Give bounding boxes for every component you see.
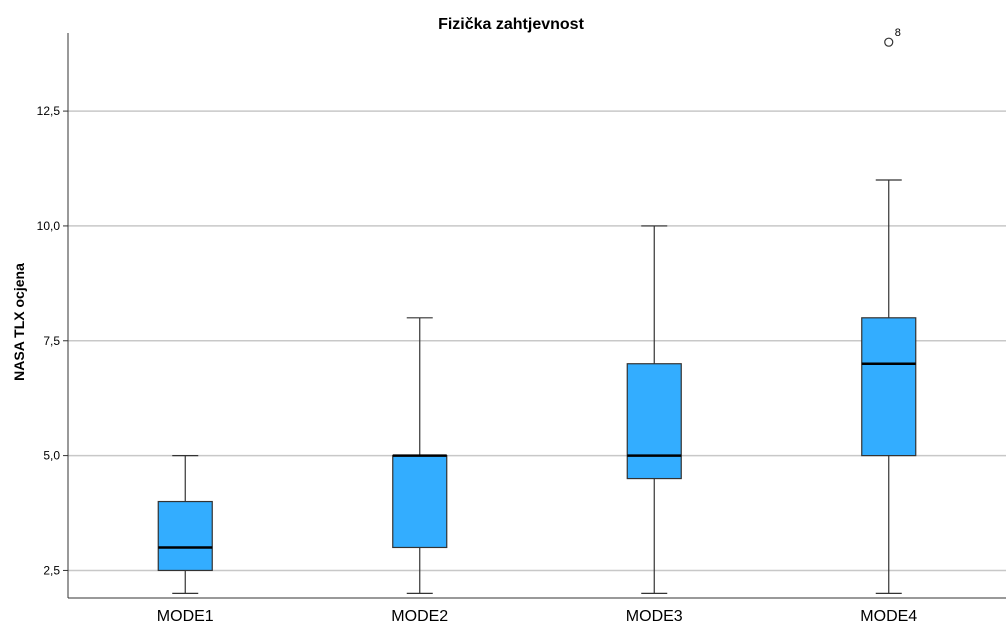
x-tick-label: MODE2: [391, 608, 448, 625]
y-tick-label: 5,0: [43, 449, 60, 463]
gridlines: [68, 110, 1006, 572]
outliers: 8: [884, 27, 901, 47]
box-mode3: [626, 225, 682, 595]
y-tick-label: 7,5: [43, 334, 60, 348]
box-mode4: [861, 179, 917, 595]
x-tick-label: MODE3: [626, 608, 683, 625]
x-tick-label: MODE1: [157, 608, 214, 625]
box-mode2: [392, 317, 448, 595]
y-axis-ticks: 2,5 5,0 7,5 10,0 12,5: [37, 104, 68, 577]
x-axis-ticks: MODE1 MODE2 MODE3 MODE4: [157, 608, 918, 625]
box-mode1: [157, 455, 213, 595]
iqr-box: [861, 317, 917, 457]
y-tick-label: 2,5: [43, 563, 60, 577]
chart-title: Fizička zahtjevnost: [438, 16, 584, 33]
boxes: [157, 179, 917, 595]
y-axis-label: NASA TLX ocjena: [11, 263, 27, 381]
iqr-box: [626, 363, 682, 480]
iqr-box: [392, 455, 448, 549]
y-tick-label: 10,0: [37, 219, 61, 233]
outlier-point: [884, 37, 894, 47]
outlier-label: 8: [895, 27, 901, 39]
iqr-box: [157, 500, 213, 572]
x-tick-label: MODE4: [860, 608, 917, 625]
y-tick-label: 12,5: [37, 104, 61, 118]
